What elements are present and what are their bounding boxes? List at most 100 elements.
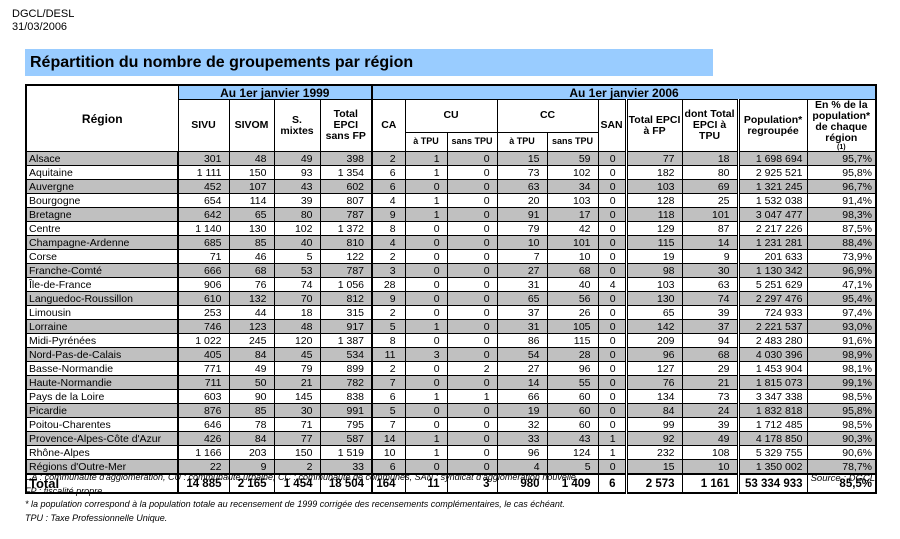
value-cell: 60 bbox=[546, 403, 599, 418]
value-cell: 114 bbox=[228, 193, 275, 208]
value-cell: 899 bbox=[319, 361, 373, 376]
pct-header: En % de la population* de chaque région … bbox=[806, 99, 877, 152]
region-cell: Nord-Pas-de-Calais bbox=[25, 347, 179, 362]
value-cell: 102 bbox=[546, 165, 599, 180]
table-row: Languedoc-Roussillon 610 132 70 812 9 0 0 65 56 0 1… bbox=[25, 291, 877, 306]
value-cell: 68 bbox=[546, 263, 599, 278]
region-cell: Bourgogne bbox=[25, 193, 179, 208]
region-cell: Total bbox=[25, 473, 179, 494]
table-body: Alsace 301 48 49 398 2 1 0 15 59 0 77 18 1 698 694 95,… bbox=[25, 151, 877, 494]
value-cell: 150 bbox=[228, 165, 275, 180]
value-cell: 6 bbox=[597, 473, 627, 494]
value-cell: 90 bbox=[228, 389, 275, 404]
value-cell: 0 bbox=[446, 151, 498, 166]
cc-sans-tpu-header: sans TPU bbox=[546, 131, 599, 153]
value-cell: 27 bbox=[496, 263, 548, 278]
sub-header-row: à TPU sans TPU à TPU sans TPU bbox=[26, 131, 876, 153]
value-cell: 906 bbox=[177, 277, 230, 292]
value-cell: 14 885 bbox=[177, 473, 230, 494]
value-cell: 95,8% bbox=[806, 165, 877, 180]
value-cell: 711 bbox=[177, 375, 230, 390]
region-cell: Limousin bbox=[25, 305, 179, 320]
value-cell: 7 bbox=[371, 417, 406, 432]
value-cell: 74 bbox=[273, 277, 321, 292]
value-cell: 130 bbox=[624, 291, 683, 306]
value-cell: 0 bbox=[404, 221, 448, 236]
value-cell: 182 bbox=[624, 165, 683, 180]
value-cell: 19 bbox=[496, 403, 548, 418]
value-cell: 14 bbox=[371, 431, 406, 446]
value-cell: 0 bbox=[404, 333, 448, 348]
region-cell: Auvergne bbox=[25, 179, 179, 194]
value-cell: 14 bbox=[496, 375, 548, 390]
value-cell: 3 347 338 bbox=[736, 389, 808, 404]
table-row: Basse-Normandie 771 49 79 899 2 0 2 27 96 0 127 29 1 … bbox=[25, 361, 877, 376]
value-cell: 76 bbox=[624, 375, 683, 390]
value-cell: 4 bbox=[371, 235, 406, 250]
value-cell: 0 bbox=[404, 291, 448, 306]
value-cell: 80 bbox=[681, 165, 739, 180]
value-cell: 63 bbox=[681, 277, 739, 292]
value-cell: 1 832 818 bbox=[736, 403, 808, 418]
value-cell: 0 bbox=[404, 263, 448, 278]
value-cell: 1 166 bbox=[177, 445, 230, 460]
region-cell: Régions d'Outre-Mer bbox=[25, 459, 179, 475]
value-cell: 3 bbox=[446, 473, 498, 494]
value-cell: 0 bbox=[404, 417, 448, 432]
region-cell: Languedoc-Roussillon bbox=[25, 291, 179, 306]
value-cell: 98,3% bbox=[806, 207, 877, 222]
value-cell: 795 bbox=[319, 417, 373, 432]
value-cell: 118 bbox=[624, 207, 683, 222]
table-row: Corse 71 46 5 122 2 0 0 7 10 0 19 9 201 633 73,9% bbox=[25, 249, 877, 264]
value-cell: 0 bbox=[446, 235, 498, 250]
value-cell: 2 bbox=[446, 361, 498, 376]
table-row: Centre 1 140 130 102 1 372 8 0 0 79 42 0 129 87 2 217… bbox=[25, 221, 877, 236]
region-cell: Centre bbox=[25, 221, 179, 236]
value-cell: 1 bbox=[404, 193, 448, 208]
value-cell: 3 bbox=[404, 347, 448, 362]
value-cell: 21 bbox=[273, 375, 321, 390]
value-cell: 33 bbox=[496, 431, 548, 446]
value-cell: 1 bbox=[446, 389, 498, 404]
value-cell: 8 bbox=[371, 221, 406, 236]
value-cell: 0 bbox=[597, 235, 627, 250]
value-cell: 603 bbox=[177, 389, 230, 404]
value-cell: 91,4% bbox=[806, 193, 877, 208]
table-row: Provence-Alpes-Côte d'Azur 426 84 77 587 14 1 0… bbox=[25, 431, 877, 446]
value-cell: 46 bbox=[228, 249, 275, 264]
table-row: Rhône-Alpes 1 166 203 150 1 519 10 1 0 96 124 1 232… bbox=[25, 445, 877, 460]
value-cell: 91 bbox=[496, 207, 548, 222]
value-cell: 30 bbox=[681, 263, 739, 278]
value-cell: 108 bbox=[681, 445, 739, 460]
value-cell: 73,9% bbox=[806, 249, 877, 264]
value-cell: 0 bbox=[597, 333, 627, 348]
value-cell: 122 bbox=[319, 249, 373, 264]
value-cell: 0 bbox=[404, 249, 448, 264]
region-cell: Île-de-France bbox=[25, 277, 179, 292]
value-cell: 65 bbox=[496, 291, 548, 306]
value-cell: 4 bbox=[597, 277, 627, 292]
value-cell: 97,4% bbox=[806, 305, 877, 320]
value-cell: 1 022 bbox=[177, 333, 230, 348]
value-cell: 0 bbox=[446, 277, 498, 292]
value-cell: 0 bbox=[446, 403, 498, 418]
value-cell: 301 bbox=[177, 151, 230, 166]
value-cell: 0 bbox=[597, 207, 627, 222]
value-cell: 1 453 904 bbox=[736, 361, 808, 376]
table-row: Picardie 876 85 30 991 5 0 0 19 60 0 84 24 1 832 818 9… bbox=[25, 403, 877, 418]
table-row: Lorraine 746 123 48 917 5 1 0 31 105 0 142 37 2 221 5… bbox=[25, 319, 877, 334]
value-cell: 426 bbox=[177, 431, 230, 446]
value-cell: 92 bbox=[624, 431, 683, 446]
value-cell: 88,4% bbox=[806, 235, 877, 250]
value-cell: 0 bbox=[597, 361, 627, 376]
table-row: Bourgogne 654 114 39 807 4 1 0 20 103 0 128 25 1 532 … bbox=[25, 193, 877, 208]
value-cell: 37 bbox=[496, 305, 548, 320]
value-cell: 27 bbox=[496, 361, 548, 376]
value-cell: 48 bbox=[228, 151, 275, 166]
value-cell: 120 bbox=[273, 333, 321, 348]
meta-org: DGCL/DESL bbox=[12, 8, 75, 20]
total-epci-a-fp-header: Total EPCI à FP bbox=[624, 99, 683, 152]
value-cell: 99,1% bbox=[806, 375, 877, 390]
value-cell: 4 030 396 bbox=[736, 347, 808, 362]
value-cell: 28 bbox=[371, 277, 406, 292]
